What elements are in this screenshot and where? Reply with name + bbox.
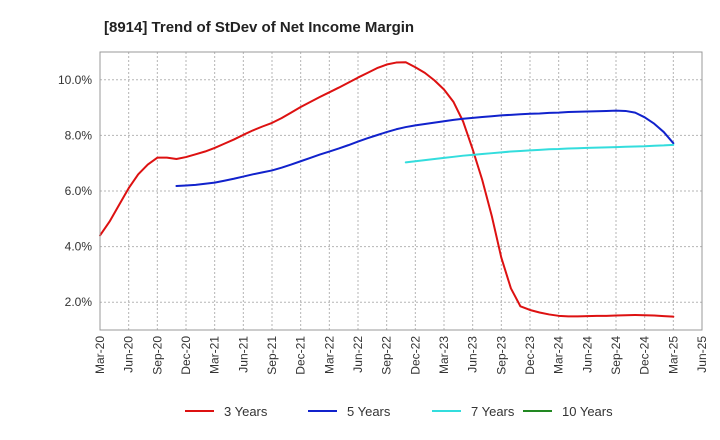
legend-label: 7 Years <box>471 404 515 419</box>
x-tick-label: Jun-24 <box>580 336 594 373</box>
y-tick-label: 2.0% <box>65 295 93 309</box>
x-tick-label: Mar-22 <box>322 336 336 374</box>
legend: 3 Years 5 Years 7 Years 10 Years <box>185 404 613 419</box>
x-tick-label: Dec-21 <box>294 336 308 375</box>
series-lines <box>99 61 675 318</box>
x-tick-label: Mar-20 <box>93 336 107 374</box>
x-tick-label: Jun-21 <box>236 336 250 373</box>
x-tick-label: Sep-24 <box>609 336 623 375</box>
x-tick-label: Dec-23 <box>523 336 537 375</box>
x-tick-label: Dec-20 <box>179 336 193 375</box>
legend-label: 3 Years <box>224 404 268 419</box>
x-tick-label: Mar-25 <box>666 336 680 374</box>
y-tick-label: 6.0% <box>65 184 93 198</box>
x-axis-ticks: Mar-20 Jun-20 Sep-20 Dec-20 Mar-21 Jun-21 Sep-… <box>93 336 709 375</box>
y-tick-label: 4.0% <box>65 240 93 254</box>
x-tick-label: Mar-21 <box>208 336 222 374</box>
grid <box>99 52 703 330</box>
series-line-3-years <box>99 61 675 318</box>
series-line-5-years <box>175 109 675 187</box>
x-tick-label: Sep-23 <box>494 336 508 375</box>
legend-label: 10 Years <box>562 404 613 419</box>
x-tick-label: Sep-22 <box>380 336 394 375</box>
plot-frame <box>99 51 703 331</box>
y-tick-label: 8.0% <box>65 128 93 142</box>
x-tick-label: Dec-22 <box>408 336 422 375</box>
x-tick-label: Jun-23 <box>466 336 480 373</box>
x-tick-label: Jun-22 <box>351 336 365 373</box>
y-tick-label: 10.0% <box>58 73 92 87</box>
y-axis-ticks: 2.0% 4.0% 6.0% 8.0% 10.0% <box>58 73 92 309</box>
series-line-7-years <box>404 143 675 164</box>
x-tick-label: Mar-23 <box>437 336 451 374</box>
x-tick-label: Dec-24 <box>638 336 652 375</box>
legend-label: 5 Years <box>347 404 391 419</box>
x-tick-label: Sep-21 <box>265 336 279 375</box>
x-tick-label: Sep-20 <box>150 336 164 375</box>
x-tick-label: Jun-25 <box>695 336 709 373</box>
x-tick-label: Jun-20 <box>122 336 136 373</box>
x-tick-label: Mar-24 <box>552 336 566 374</box>
chart-title: [8914] Trend of StDev of Net Income Marg… <box>104 19 414 36</box>
